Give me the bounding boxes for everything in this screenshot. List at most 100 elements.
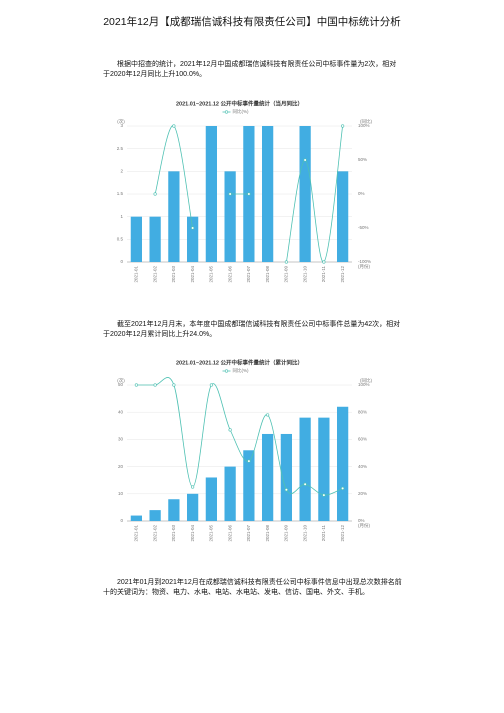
x-tick-label: 2021-04 — [190, 525, 195, 542]
bar — [318, 417, 330, 521]
x-tick-label: 2021-07 — [246, 266, 251, 283]
bar — [262, 433, 274, 521]
x-tick-label: 2021-10 — [302, 525, 307, 542]
bar — [262, 126, 274, 262]
bar — [149, 510, 161, 521]
x-tick-label: 2021-12 — [340, 525, 345, 542]
x-tick-label: 2021-01 — [134, 266, 139, 283]
y-tick-label: 20 — [118, 464, 124, 469]
y2-axis-label: (同比) — [360, 377, 372, 384]
bar — [243, 450, 255, 521]
x-tick-label: 2021-11 — [321, 525, 326, 542]
y-tick-label: 40 — [118, 409, 124, 414]
legend-label: 同比(%) — [233, 108, 249, 115]
y-axis-label: (次) — [117, 377, 125, 384]
line-point — [322, 493, 326, 497]
bar — [299, 126, 311, 262]
line-point — [284, 488, 288, 492]
chart-title: 2021.01~2021.12 公开中标事件量统计（当月同比） — [176, 99, 303, 107]
y-axis-label: (次) — [117, 118, 125, 125]
y-tick-label: 1.5 — [117, 191, 124, 196]
line-point — [153, 383, 157, 387]
y-tick-label: 10 — [118, 491, 124, 496]
y-tick-label: 3 — [120, 123, 123, 128]
x-tick-label: 2021-11 — [321, 266, 326, 283]
y-tick-label: 1 — [120, 214, 123, 219]
line-point — [247, 192, 251, 196]
y-tick-label: 2.5 — [117, 146, 124, 151]
y2-tick-label: -100% — [358, 259, 371, 264]
bar — [205, 126, 217, 262]
x-axis-label: (月份) — [358, 263, 370, 270]
line-point — [228, 192, 232, 196]
y-tick-label: 0.5 — [117, 237, 124, 242]
x-tick-label: 2021-12 — [340, 266, 345, 283]
line-point — [322, 260, 326, 264]
x-tick-label: 2021-03 — [171, 525, 176, 542]
paragraph: 截至2021年12月月末，本年度中国成都瑞信诚科技有限责任公司中标事件总量为42… — [103, 321, 401, 338]
x-tick-label: 2021-02 — [152, 266, 157, 283]
bar — [337, 171, 349, 262]
bar — [224, 171, 236, 262]
x-tick-label: 2021-06 — [227, 525, 232, 542]
y2-tick-label: 80% — [358, 409, 367, 414]
x-tick-label: 2021-04 — [190, 266, 195, 283]
x-tick-label: 2021-06 — [227, 266, 232, 283]
bar — [130, 515, 142, 521]
bar — [224, 466, 236, 521]
y-tick-label: 0 — [120, 518, 123, 523]
legend-marker — [224, 369, 229, 373]
x-tick-label: 2021-05 — [209, 525, 214, 542]
y2-tick-label: 100% — [358, 123, 370, 128]
line-point — [209, 383, 213, 387]
y2-tick-label: -50% — [358, 225, 369, 230]
x-tick-label: 2021-08 — [265, 525, 270, 542]
y-tick-label: 0 — [120, 259, 123, 264]
line-point — [303, 158, 307, 162]
line-point — [284, 260, 288, 264]
doc-title: 2021年12月【成都瑞信诚科技有限责任公司】中国中标统计分析 — [103, 16, 401, 28]
bar — [280, 433, 292, 521]
bar — [130, 216, 142, 262]
line-series — [136, 377, 343, 496]
y2-tick-label: 100% — [358, 382, 370, 387]
y2-tick-label: 0% — [358, 518, 365, 523]
bar — [168, 499, 180, 521]
y2-tick-label: 40% — [358, 464, 367, 469]
x-tick-label: 2021-08 — [265, 266, 270, 283]
y2-axis-label: (同比) — [360, 118, 372, 125]
x-tick-label: 2021-01 — [134, 525, 139, 542]
line-point — [228, 428, 232, 432]
x-tick-label: 2021-09 — [284, 525, 289, 542]
y-tick-label: 2 — [120, 169, 123, 174]
x-tick-label: 2021-09 — [284, 266, 289, 283]
line-series — [285, 125, 344, 263]
bar — [149, 216, 161, 262]
line-point — [341, 486, 345, 490]
chart-title: 2021.01~2021.12 公开中标事件量统计（累计同比） — [176, 358, 303, 366]
x-axis-label: (月份) — [358, 522, 370, 529]
paragraph: 根据中招查的统计，2021年12月中国成都瑞信诚科技有限责任公司中标事件量为2次… — [103, 61, 397, 78]
bar — [187, 216, 199, 262]
bar — [187, 493, 199, 521]
line-point — [191, 226, 195, 230]
line-point — [341, 124, 345, 128]
x-tick-label: 2021-05 — [209, 266, 214, 283]
line-point — [134, 383, 138, 387]
bar — [337, 406, 349, 521]
line-point — [247, 459, 251, 463]
x-tick-label: 2021-10 — [302, 266, 307, 283]
legend-label: 同比(%) — [233, 367, 249, 374]
y2-tick-label: 60% — [358, 437, 367, 442]
y2-tick-label: 0% — [358, 191, 365, 196]
x-tick-label: 2021-07 — [246, 525, 251, 542]
y2-tick-label: 50% — [358, 157, 367, 162]
line-point — [172, 124, 176, 128]
line-point — [172, 383, 176, 387]
line-point — [153, 192, 157, 196]
bar — [168, 171, 180, 262]
line-point — [266, 413, 270, 417]
paragraph: 2021年01月到2021年12月在成都瑞信诚科技有限责任公司中标事件信息中出现… — [103, 579, 402, 596]
